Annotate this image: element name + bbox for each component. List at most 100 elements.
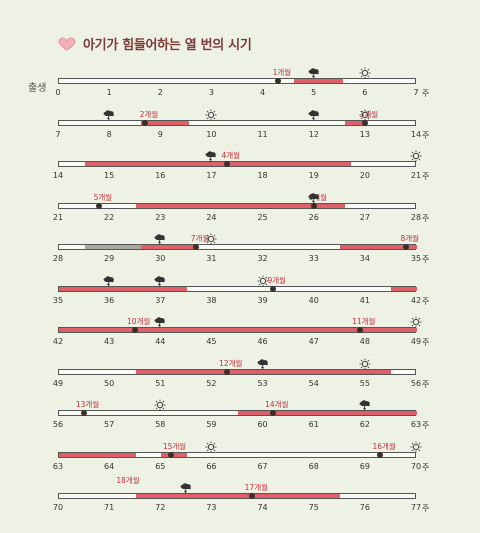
sun-icon [204, 230, 218, 245]
week-tick-label: 13 [359, 129, 370, 139]
week-tick-label: 58 [155, 420, 166, 429]
week-tick-label: 56 [52, 420, 64, 429]
week-tick-label: 38 [206, 295, 217, 305]
sun-icon [358, 106, 372, 120]
storm-icon [102, 106, 116, 121]
week-tick-label: 52 [206, 378, 217, 388]
leap-label: 1개월 [272, 68, 292, 77]
week-unit-label: 주 [422, 338, 430, 347]
timeline-bar [58, 78, 416, 84]
leap-label: 9개월 [267, 275, 287, 285]
sun-icon [204, 106, 218, 120]
week-tick-label: 28 [410, 212, 422, 222]
leap-dot [274, 78, 281, 84]
week-tick-label: 19 [308, 171, 319, 180]
leap-dot [95, 202, 102, 209]
week-unit-label: 주 [422, 130, 430, 140]
leap-label: 11개월 [352, 317, 376, 326]
timeline-row: 7 8 9 10 11 12 13 14 주 2개월 3개월 [0, 109, 480, 160]
leap-dot [377, 451, 384, 458]
fussy-period-segment [135, 203, 295, 208]
fussy-period-segment [59, 328, 295, 332]
week-tick-label: 43 [104, 337, 115, 346]
week-tick-label: 1 [106, 88, 112, 97]
leap-label: 13개월 [75, 400, 100, 409]
week-unit-label: 주 [422, 255, 430, 264]
leap-dot [269, 285, 276, 292]
week-tick-label: 55 [359, 378, 370, 388]
week-tick-label: 70 [52, 503, 64, 512]
fussy-period-segment [59, 286, 187, 291]
leap-dot [131, 327, 138, 333]
week-tick-label: 60 [257, 420, 268, 429]
week-tick-label: 59 [206, 420, 217, 429]
week-tick-label: 21 [410, 171, 422, 180]
week-tick-label: 36 [104, 295, 115, 305]
heart-icon [58, 37, 76, 50]
week-tick-label: 64 [104, 461, 115, 471]
leap-dot [249, 493, 256, 499]
week-tick-label: 42 [410, 295, 422, 305]
week-tick-label: 28 [52, 254, 64, 263]
leap-label: 10개월 [127, 317, 151, 326]
week-tick-label: 7 [413, 88, 419, 97]
week-tick-label: 33 [308, 254, 319, 263]
week-tick-label: 66 [206, 461, 217, 471]
fussy-period-segment [238, 411, 417, 415]
week-tick-label: 61 [308, 420, 319, 429]
timeline-row: 70 71 72 73 74 75 76 77 주 17개월 [0, 483, 480, 533]
week-unit-label: 주 [422, 213, 430, 223]
leap-label: 18개월 [116, 476, 140, 485]
timeline-bar [58, 451, 416, 458]
week-tick-label: 57 [104, 420, 115, 429]
week-tick-label: 45 [206, 337, 217, 346]
timeline-bar [58, 493, 416, 499]
week-tick-label: 71 [104, 503, 115, 512]
sun-icon [256, 272, 270, 286]
leap-dot [269, 410, 276, 416]
week-tick-label: 34 [359, 254, 370, 263]
fussy-period-segment [391, 286, 417, 291]
sun-icon [409, 438, 423, 452]
timeline-row: 49 50 51 52 53 54 55 56 주 12개월 [0, 358, 480, 409]
storm-icon [179, 479, 193, 494]
fussy-period-segment [140, 245, 198, 249]
storm-icon [256, 355, 270, 370]
leap-label: 3개월 [359, 109, 379, 119]
birth-label: 출생 [28, 83, 47, 94]
leap-label: 12개월 [219, 358, 243, 368]
week-tick-label: 3 [208, 88, 214, 97]
week-tick-label: 62 [359, 420, 370, 429]
week-tick-label: 10 [206, 129, 217, 139]
leap-dot [193, 244, 200, 250]
week-tick-label: 53 [257, 378, 268, 388]
leap-dot [356, 327, 363, 333]
week-tick-label: 50 [104, 378, 115, 388]
storm-icon [204, 147, 218, 162]
week-tick-label: 49 [52, 378, 64, 388]
leap-label: 7개월 [190, 234, 210, 243]
week-tick-label: 32 [257, 254, 268, 263]
storm-icon [307, 189, 321, 204]
week-tick-label: 63 [410, 420, 422, 429]
leap-dot [223, 368, 230, 375]
week-tick-label: 75 [308, 503, 319, 512]
timeline-row: 28 29 30 31 32 33 34 35 주 7개월 8개월 [0, 233, 480, 284]
week-tick-label: 47 [308, 337, 319, 346]
leap-dot [80, 410, 87, 416]
week-tick-label: 15 [104, 171, 115, 180]
week-tick-label: 77 [410, 503, 422, 512]
leap-label: 17개월 [244, 483, 268, 492]
week-tick-label: 26 [308, 212, 319, 222]
fussy-period-segment [294, 79, 343, 83]
sun-icon [358, 64, 372, 79]
timeline-bar [58, 410, 417, 416]
fussy-period-segment [161, 452, 187, 457]
leap-label: 15개월 [162, 441, 187, 451]
week-tick-label: 68 [308, 461, 319, 471]
fussy-period-segment [135, 494, 341, 498]
week-tick-label: 56 [410, 378, 422, 388]
week-tick-label: 14 [410, 129, 422, 139]
week-tick-label: 54 [308, 378, 319, 388]
leap-dot [167, 451, 174, 458]
